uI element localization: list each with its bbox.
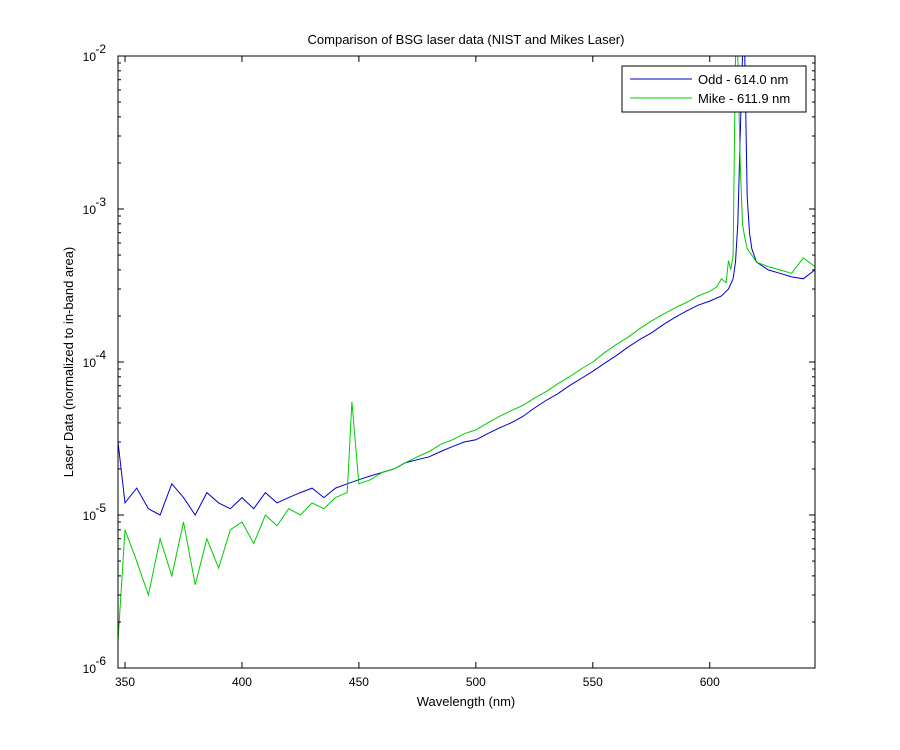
y-tick-label: 10	[83, 203, 97, 217]
y-tick-label: 10	[83, 356, 97, 370]
y-tick-label: 10	[83, 662, 97, 676]
y-tick-label-exponent: -5	[95, 501, 106, 515]
y-axis-label: Laser Data (normalized to in-band area)	[61, 247, 76, 478]
x-tick-label: 500	[466, 675, 486, 689]
x-tick-label: 400	[232, 675, 252, 689]
series-line-1	[118, 56, 815, 642]
y-tick-label-exponent: -2	[95, 42, 106, 56]
x-axis-label: Wavelength (nm)	[417, 694, 516, 709]
legend: Odd - 614.0 nm Mike - 611.9 nm	[621, 65, 807, 113]
legend-box	[621, 65, 807, 113]
y-tick-label-exponent: -4	[95, 348, 106, 362]
y-axis: 10-610-510-410-310-2	[83, 42, 815, 676]
y-tick-label-exponent: -6	[95, 654, 106, 668]
series-line-0	[118, 56, 815, 516]
series-layer	[118, 56, 815, 642]
x-tick-label: 450	[349, 675, 369, 689]
legend-label: Odd - 614.0 nm	[698, 72, 788, 87]
x-tick-label: 350	[115, 675, 135, 689]
y-tick-label-exponent: -3	[95, 195, 106, 209]
x-axis: 350 400 450 500 550 600	[115, 56, 720, 689]
legend-label: Mike - 611.9 nm	[698, 91, 790, 106]
plot-area	[118, 56, 815, 668]
y-tick-label: 10	[83, 50, 97, 64]
y-tick-label: 10	[83, 509, 97, 523]
x-tick-label: 600	[700, 675, 720, 689]
x-tick-label: 550	[583, 675, 603, 689]
chart-title: Comparison of BSG laser data (NIST and M…	[308, 32, 625, 47]
